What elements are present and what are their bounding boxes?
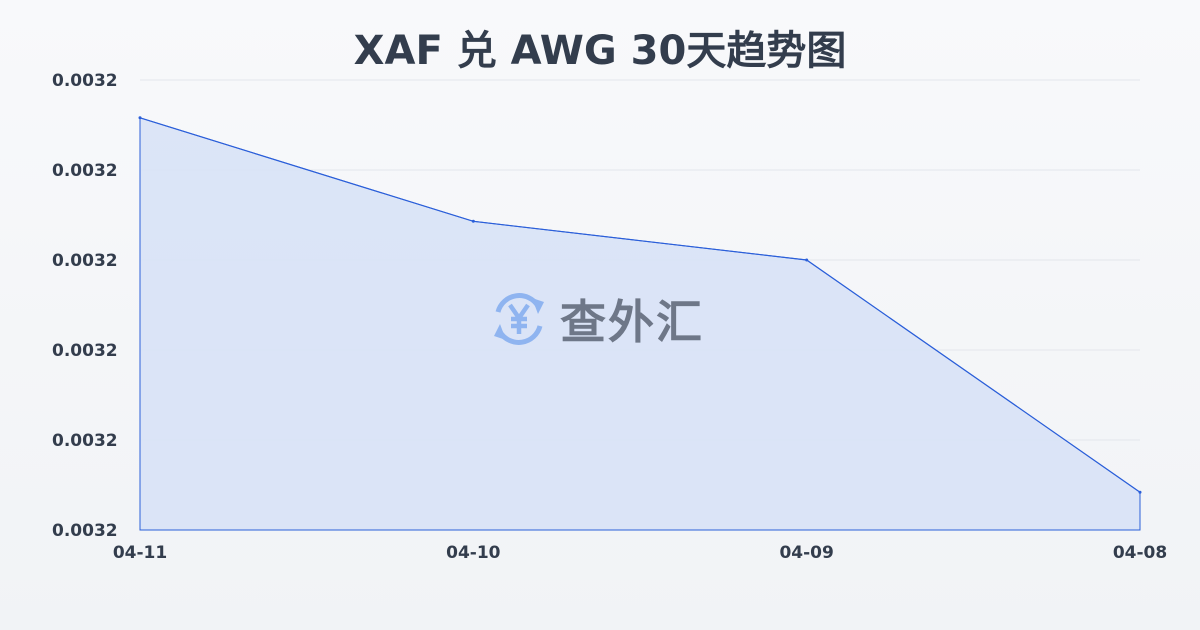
y-tick-label: 0.0032: [52, 251, 118, 271]
watermark: 查外汇: [488, 286, 704, 352]
x-tick-label: 04-10: [446, 543, 501, 563]
data-point: [805, 258, 809, 262]
y-tick-label: 0.0032: [52, 431, 118, 451]
x-tick-label: 04-08: [1113, 543, 1167, 563]
y-tick-label: 0.0032: [52, 71, 118, 91]
y-tick-label: 0.0032: [52, 521, 118, 541]
y-tick-label: 0.0032: [52, 161, 118, 181]
yen-exchange-icon: [494, 293, 544, 345]
data-point: [471, 219, 475, 223]
data-point: [1138, 490, 1142, 494]
series-line: [139, 117, 1141, 493]
data-point: [138, 116, 142, 120]
x-tick-label: 04-09: [779, 543, 833, 563]
watermark-text: 查外汇: [560, 295, 704, 349]
y-tick-label: 0.0032: [52, 341, 118, 361]
x-tick-label: 04-11: [113, 543, 167, 563]
chart-title: XAF 兑 AWG 30天趋势图: [353, 28, 847, 74]
